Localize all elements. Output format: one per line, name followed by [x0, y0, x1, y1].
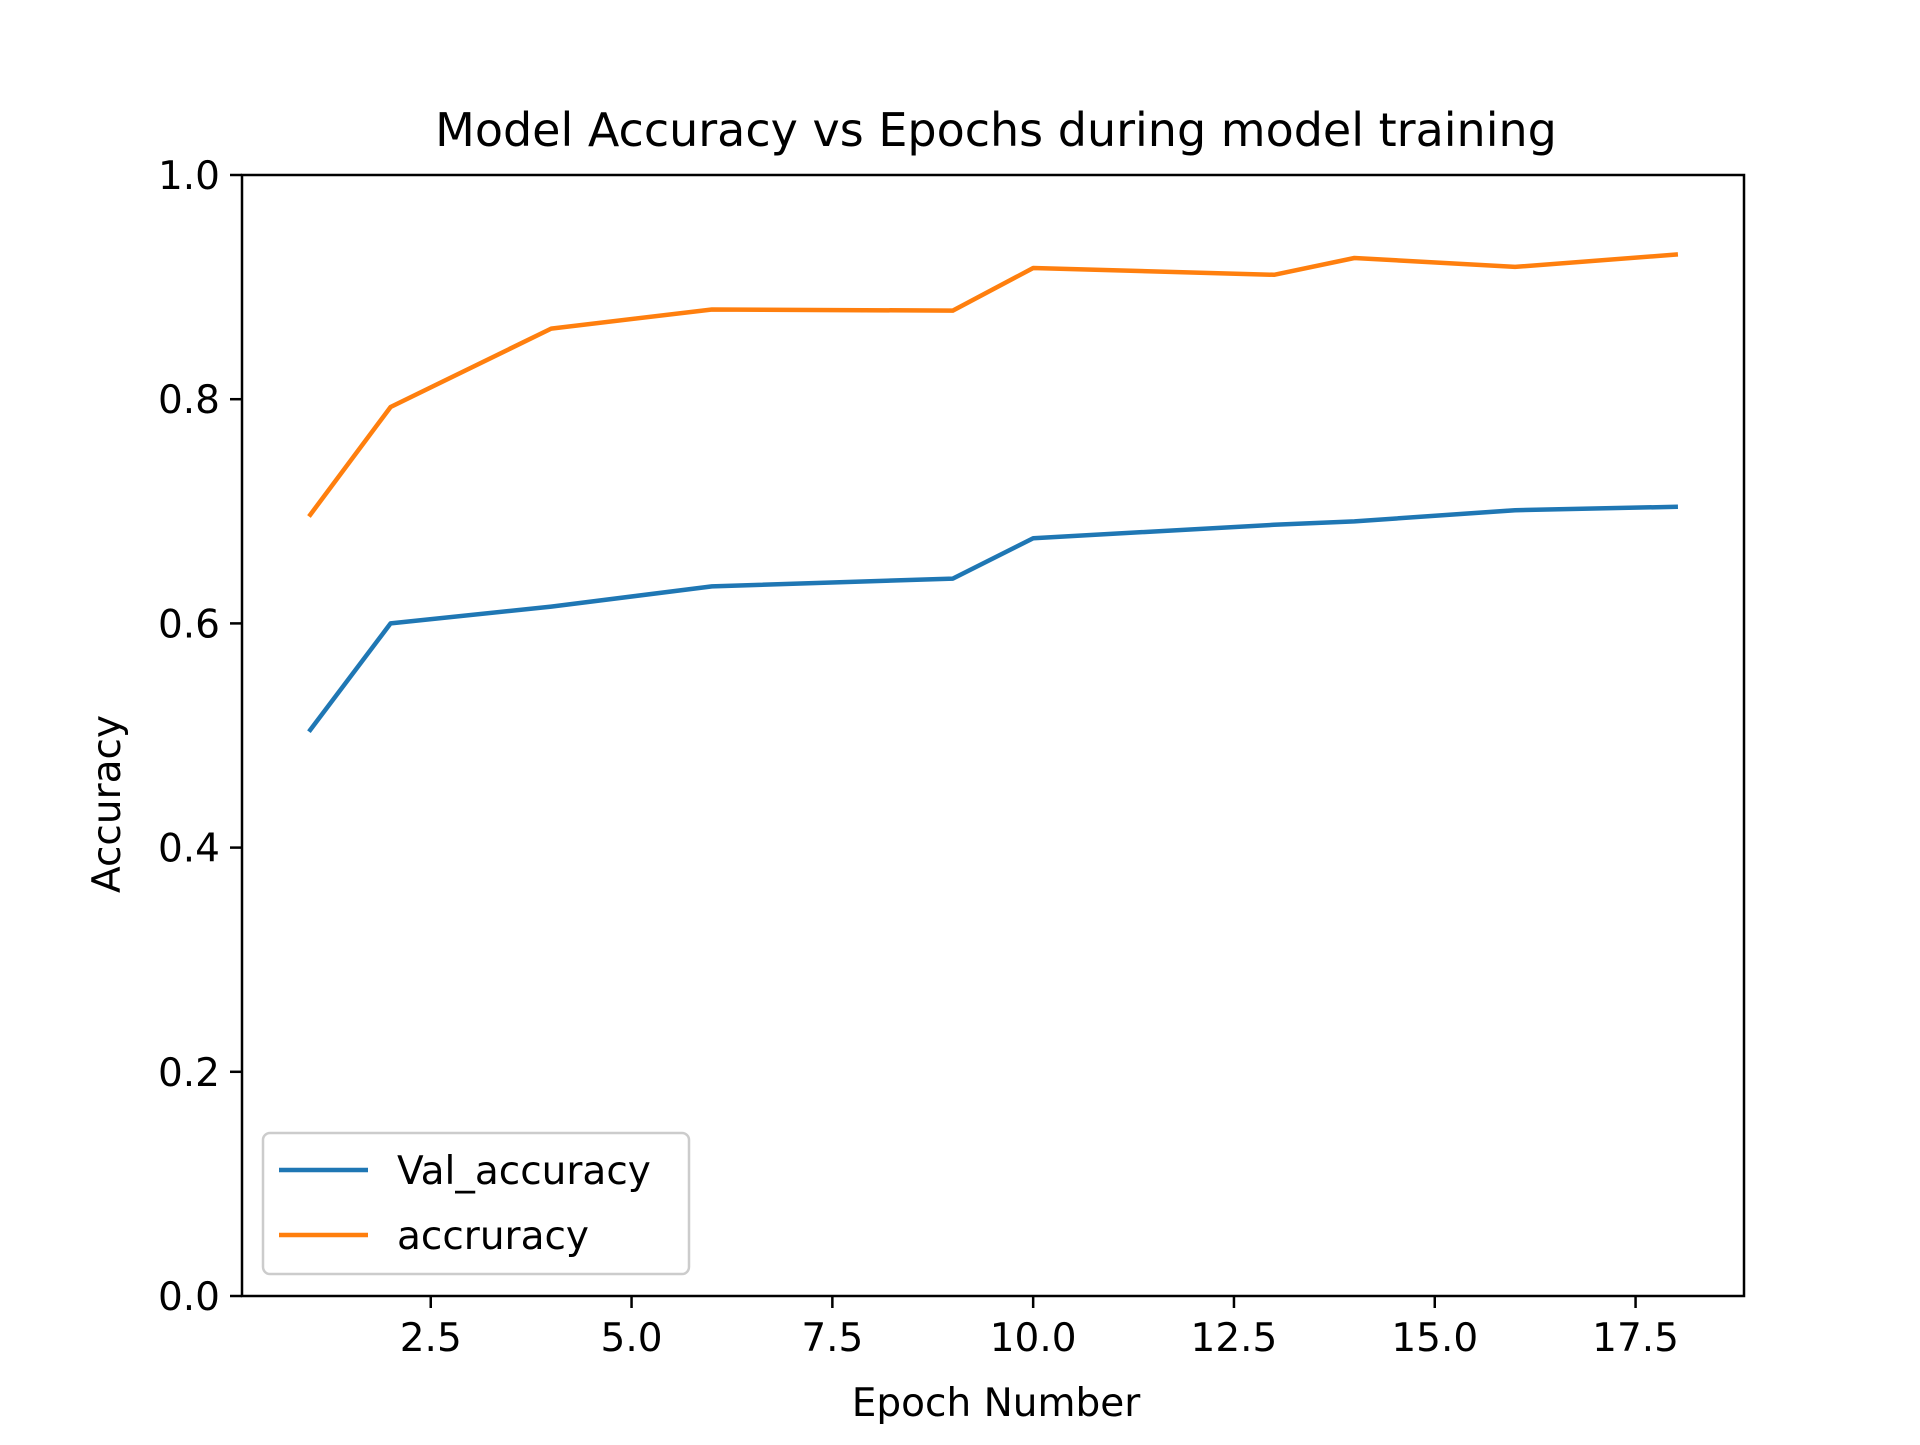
x-tick-label: 5.0: [601, 1316, 663, 1361]
chart-title: Model Accuracy vs Epochs during model tr…: [435, 103, 1557, 157]
legend-label: Val_accuracy: [397, 1149, 651, 1194]
y-tick-label: 1.0: [158, 154, 220, 199]
y-axis-label: Accuracy: [85, 715, 130, 893]
plot-area: 2.5 5.0 7.5 10.0 12.5 15.0 17.5 0.0 0.2 0.4 0.6 0.8…: [158, 154, 1746, 1361]
x-tick-label: 7.5: [801, 1316, 863, 1361]
y-tick-label: 0.0: [158, 1275, 220, 1320]
x-tick-label: 17.5: [1592, 1316, 1679, 1361]
legend-box: [261, 1131, 691, 1276]
x-axis-label: Epoch Number: [852, 1381, 1141, 1426]
x-tick-label: 2.5: [400, 1316, 462, 1361]
legend-label: accruracy: [397, 1214, 589, 1259]
axes-frame: [240, 173, 1746, 1298]
x-tick-label: 12.5: [1191, 1316, 1278, 1361]
legend: Val_accuracy accruracy: [261, 1131, 691, 1276]
y-tick-label: 0.4: [158, 827, 220, 872]
y-tick-label: 0.6: [158, 602, 220, 647]
y-tick-label: 0.8: [158, 378, 220, 423]
x-tick-label: 15.0: [1391, 1316, 1478, 1361]
series-line-2: [307, 252, 1679, 518]
series-line-1: [307, 504, 1678, 734]
x-tick-label: 10.0: [990, 1316, 1077, 1361]
y-tick-label: 0.2: [158, 1051, 220, 1096]
